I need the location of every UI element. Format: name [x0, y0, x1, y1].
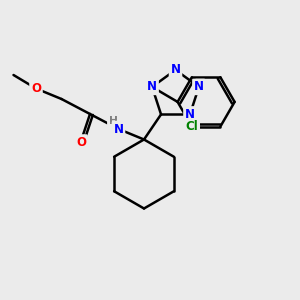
Text: N: N — [170, 63, 181, 76]
Text: N: N — [147, 80, 157, 93]
Text: O: O — [31, 82, 41, 95]
Text: O: O — [76, 136, 86, 149]
Text: H: H — [109, 116, 118, 126]
Text: N: N — [185, 108, 195, 121]
Text: Cl: Cl — [185, 120, 198, 133]
Text: N: N — [113, 122, 124, 136]
Text: N: N — [194, 80, 204, 93]
